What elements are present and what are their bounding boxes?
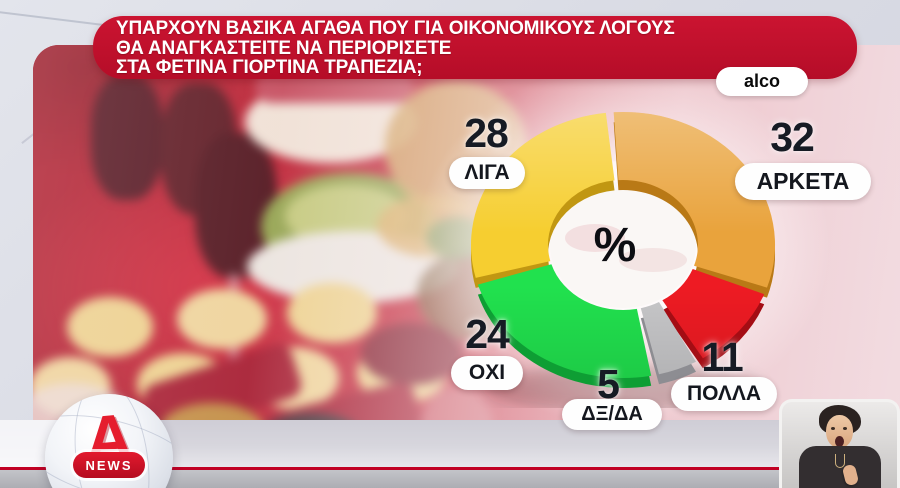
value-arketa: 32 [770,114,815,160]
value-oxi: 24 [465,311,510,357]
label-polla: ΠΟΛΛΑ [671,377,777,411]
interpreter-necklace [835,454,845,468]
segment-shine-ΠΟΛΛΑ [662,269,765,359]
label-oxi: ΟΧΙ [451,356,523,390]
sign-language-interpreter-box [779,399,900,488]
donut-segments [470,111,776,379]
interpreter-eye [831,427,835,430]
question-line-2: ΘΑ ΑΝΑΓΚΑΣΤΕΙΤΕ ΝΑ ΠΕΡΙΟΡΙΣΕΤΕ [116,37,452,59]
plate-decoration [565,224,625,252]
lower-third-red-line [0,467,900,470]
value-liga: 28 [464,110,509,156]
label-dxda: ΔΞ/ΔΑ [562,399,662,430]
question-line-1: ΥΠΑΡΧΟΥΝ ΒΑΣΙΚΑ ΑΓΑΘΑ ΠΟΥ ΓΙΑ ΟΙΚΟΝΟΜΙΚΟ… [116,18,675,39]
label-liga: ΛΙΓΑ [449,157,525,189]
interpreter-eye [843,427,847,430]
alpha-news-logo: A NEWS [45,394,173,488]
donut-chart: % [455,98,793,408]
question-line-3: ΣΤΑ ΦΕΤΙΝΑ ΓΙΟΡΤΙΝΑ ΤΡΑΠΕΖΙΑ; [116,57,423,78]
plate-decoration [619,248,687,272]
segment-shine-ΛΙΓΑ [470,112,615,278]
value-dxda: 5 [597,361,620,407]
value-polla: 11 [701,334,743,380]
poll-source-badge: alco [716,67,808,96]
news-badge: NEWS [73,452,145,478]
donut-center-label: % [594,219,637,272]
center-plate [550,182,696,308]
segment-shine-ΔΞ/ΔΑ [640,302,696,375]
label-arketa: ΑΡΚΕΤΑ [735,163,871,200]
segment-shine-ΟΧΙ [477,264,652,379]
segment-shine-ΑΡΚΕΤΑ [613,111,776,288]
lower-third-lower-band [0,470,900,488]
interpreter-mouth [835,436,844,447]
question-banner: ΥΠΑΡΧΟΥΝ ΒΑΣΙΚΑ ΑΓΑΘΑ ΠΟΥ ΓΙΑ ΟΙΚΟΝΟΜΙΚΟ… [93,16,857,79]
